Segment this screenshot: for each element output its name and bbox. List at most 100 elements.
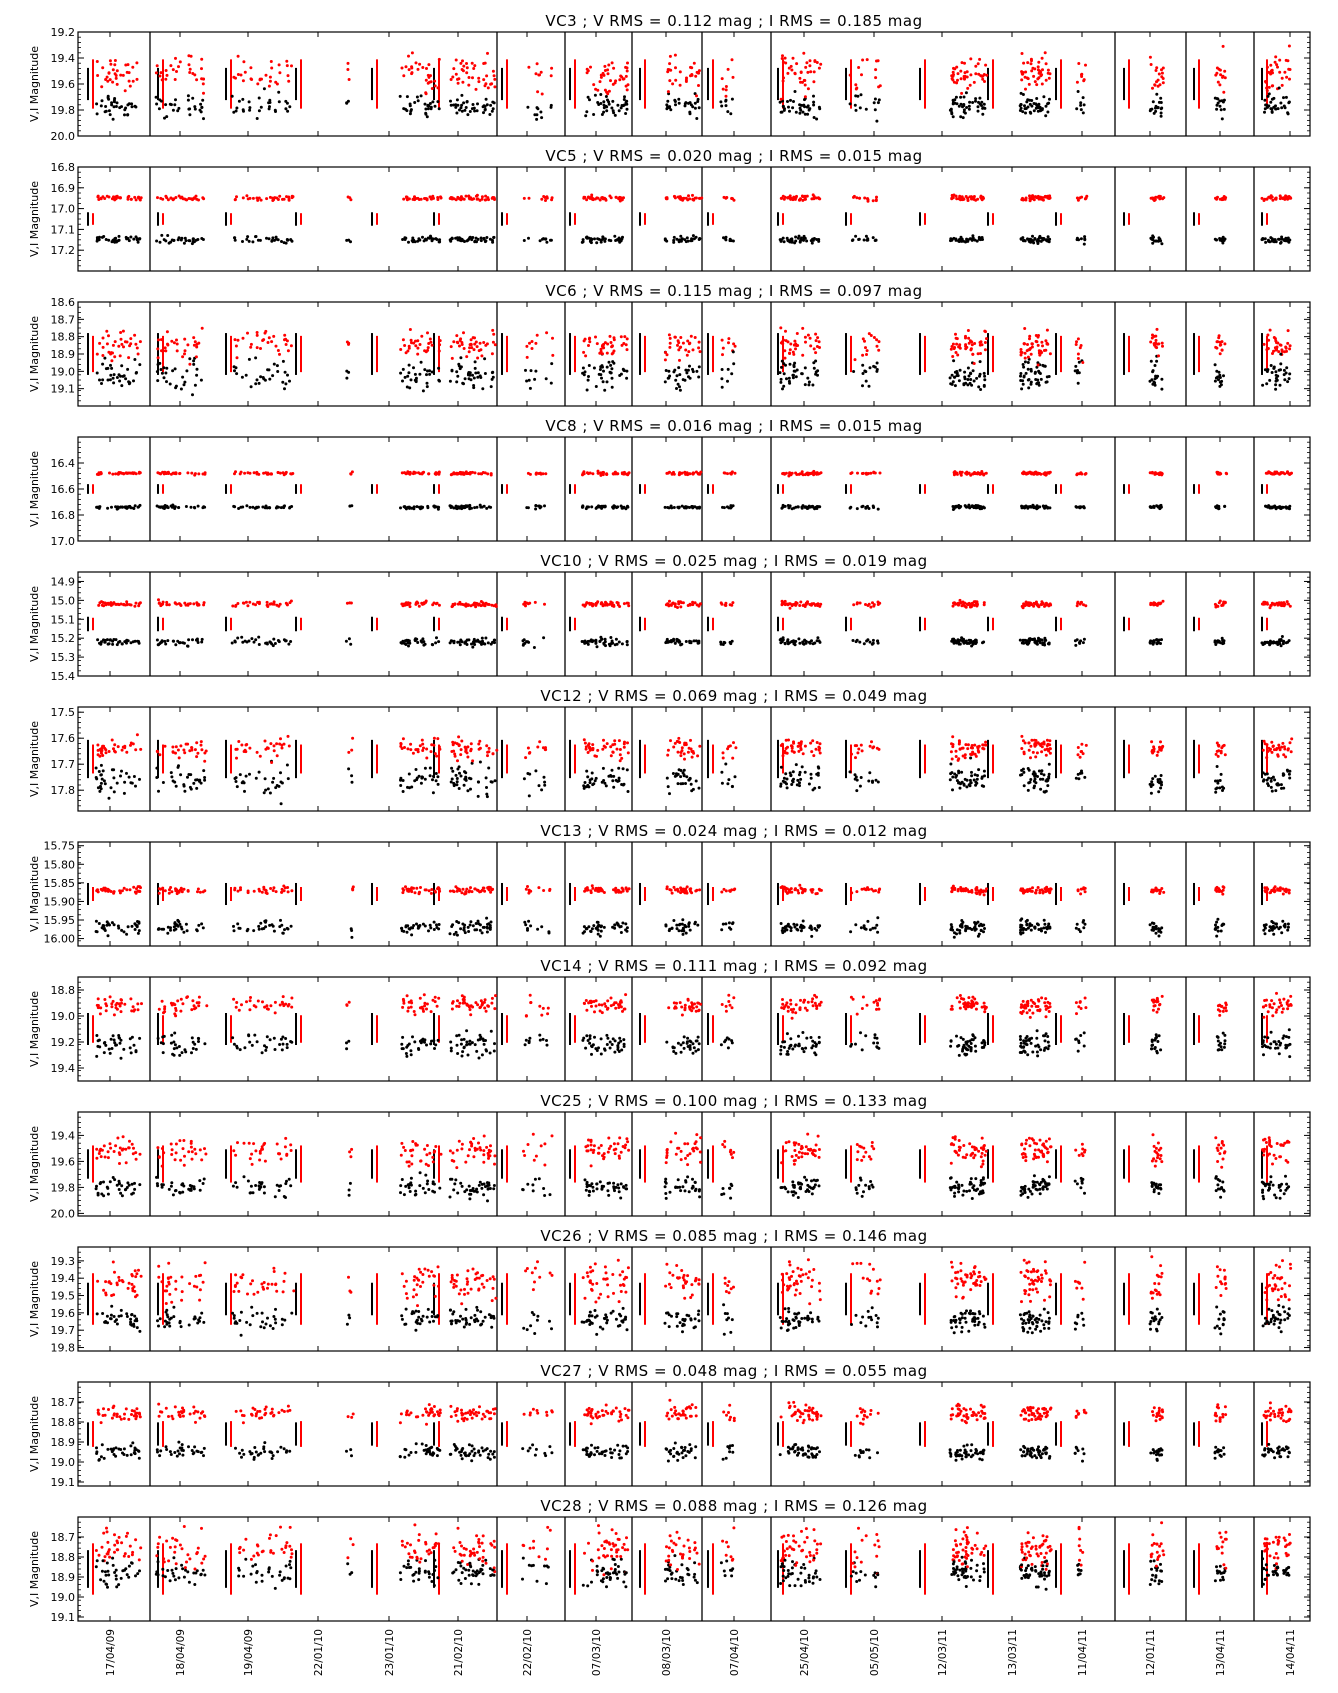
i-band-point (798, 472, 802, 476)
i-band-point (605, 472, 609, 476)
i-band-point (451, 75, 455, 79)
v-band-point (479, 236, 483, 240)
v-band-point (1022, 365, 1026, 369)
v-band-point (731, 239, 735, 243)
i-band-point (493, 85, 497, 89)
v-band-point (1216, 101, 1220, 105)
v-band-point (478, 640, 482, 644)
i-band-point (530, 347, 534, 350)
i-band-point (271, 199, 275, 202)
v-band-point (956, 374, 960, 378)
i-band-point (202, 601, 206, 605)
v-band-point (1266, 238, 1270, 242)
i-band-point (779, 97, 783, 101)
i-band-point (127, 356, 131, 360)
i-band-point (241, 336, 245, 340)
v-band-point (585, 388, 589, 392)
i-band-point (720, 338, 724, 342)
v-band-point (401, 641, 405, 645)
i-band-point (284, 343, 288, 346)
v-band-point (267, 107, 271, 111)
i-band-point (618, 78, 622, 82)
i-band-point (434, 602, 438, 606)
v-band-point (271, 374, 275, 378)
v-band-point (617, 640, 621, 644)
i-band-point (1273, 470, 1277, 474)
i-band-point (1048, 352, 1052, 356)
v-band-point (587, 375, 590, 378)
i-band-point (186, 471, 190, 475)
i-band-point (1221, 44, 1225, 48)
v-band-point (957, 379, 961, 383)
v-band-point (848, 102, 852, 106)
v-band-point (600, 113, 604, 116)
v-band-point (241, 97, 245, 101)
i-band-point (256, 82, 260, 86)
i-band-point (625, 348, 629, 352)
i-band-point (96, 74, 100, 77)
v-band-point (1270, 506, 1274, 510)
i-band-point (258, 77, 262, 81)
v-band-point (1264, 504, 1268, 508)
v-band-point (255, 378, 259, 382)
v-band-point (1215, 97, 1219, 101)
v-band-point (792, 365, 796, 369)
i-band-point (852, 194, 856, 198)
i-band-point (491, 196, 495, 199)
i-band-point (795, 62, 799, 66)
v-band-point (111, 376, 115, 380)
v-band-point (535, 106, 539, 110)
v-band-point (684, 640, 688, 643)
y-tick-label: 17.1 (51, 223, 76, 236)
v-band-point (793, 361, 797, 365)
v-band-point (462, 382, 465, 386)
i-band-point (1218, 83, 1222, 87)
v-band-point (1274, 387, 1278, 391)
i-band-point (1037, 334, 1040, 337)
v-band-point (1280, 106, 1284, 110)
v-band-point (422, 643, 426, 647)
v-band-point (473, 506, 477, 510)
v-band-point (162, 376, 166, 380)
v-band-point (97, 238, 101, 242)
v-band-point (625, 99, 629, 103)
v-band-point (166, 506, 170, 510)
i-band-point (951, 70, 955, 74)
i-band-point (259, 198, 263, 202)
i-band-point (404, 65, 408, 69)
i-band-point (241, 601, 245, 605)
i-band-point (427, 75, 431, 79)
v-band-point (624, 112, 628, 115)
i-band-point (171, 198, 175, 202)
i-band-point (105, 342, 109, 346)
i-band-point (875, 59, 878, 63)
i-band-point (266, 341, 270, 344)
v-band-point (455, 236, 459, 240)
i-band-point (951, 355, 955, 358)
i-band-point (1287, 44, 1291, 48)
i-band-point (1044, 339, 1048, 343)
v-band-point (595, 645, 599, 649)
v-band-point (670, 506, 674, 510)
v-band-point (195, 367, 199, 371)
i-band-point (1037, 76, 1041, 80)
i-band-point (423, 349, 427, 353)
v-band-point (693, 106, 697, 110)
i-band-point (133, 604, 137, 608)
v-band-point (1044, 114, 1048, 118)
i-band-point (483, 198, 487, 202)
i-band-point (450, 605, 454, 609)
i-band-point (1153, 343, 1157, 347)
v-band-point (664, 369, 668, 372)
v-band-point (1021, 382, 1025, 386)
v-band-point (1046, 235, 1050, 239)
v-band-point (254, 235, 257, 239)
i-band-point (982, 196, 985, 200)
v-band-point (186, 98, 190, 102)
i-band-point (1150, 196, 1154, 200)
i-band-point (1269, 72, 1273, 76)
v-band-point (672, 238, 676, 242)
i-band-point (430, 87, 434, 90)
i-band-point (590, 193, 594, 197)
v-band-point (1267, 104, 1271, 108)
